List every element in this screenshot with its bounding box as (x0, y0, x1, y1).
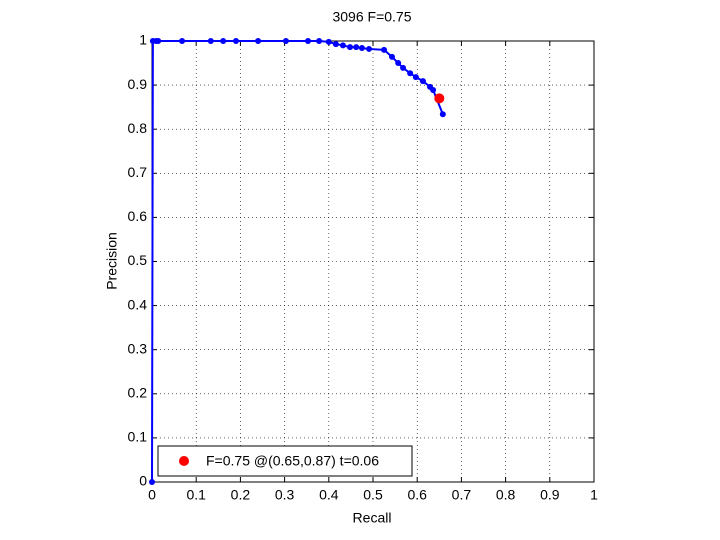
legend-marker (179, 456, 189, 466)
curve-point (325, 38, 332, 45)
curve-point (179, 38, 186, 44)
y-tick-label: 0.3 (128, 340, 148, 356)
best-f-point (434, 93, 445, 104)
curve-point (407, 70, 414, 77)
curve-point (149, 479, 155, 485)
curve-point (353, 44, 360, 51)
curve-point (389, 53, 396, 60)
x-axis-label: Recall (353, 510, 392, 526)
y-tick-label: 0.5 (128, 252, 148, 268)
x-tick-label: 0.2 (231, 487, 251, 503)
x-tick-label: 0.1 (186, 487, 206, 503)
curve-point (155, 38, 162, 44)
y-tick-label: 0.2 (128, 385, 148, 401)
y-tick-label: 0.6 (128, 208, 148, 224)
y-tick-label: 0.1 (128, 429, 148, 445)
x-tick-label: 0.9 (540, 487, 560, 503)
x-tick-label: 0.8 (496, 487, 516, 503)
legend-label: F=0.75 @(0.65,0.87) t=0.06 (206, 453, 379, 469)
curve-point (332, 41, 339, 48)
x-tick-label: 0.4 (319, 487, 339, 503)
curve-point (305, 38, 312, 44)
y-tick-label: 1 (139, 32, 147, 48)
y-tick-label: 0.4 (128, 296, 148, 312)
y-tick-label: 0.7 (128, 164, 148, 180)
curve-point (381, 46, 388, 53)
curve-point (255, 38, 262, 44)
curve-point (400, 64, 407, 71)
x-tick-label: 0.6 (407, 487, 427, 503)
y-tick-label: 0.8 (128, 120, 148, 136)
curve-point (339, 42, 346, 49)
x-tick-label: 0 (148, 487, 156, 503)
curve-point (419, 78, 426, 85)
curve-point (316, 38, 323, 44)
x-tick-label: 0.3 (275, 487, 295, 503)
curve-point (207, 38, 214, 44)
legend-box (157, 445, 413, 477)
curve-point (412, 74, 419, 81)
y-tick-label: 0 (139, 473, 147, 489)
x-tick-label: 1 (590, 487, 598, 503)
curve-point (395, 60, 402, 67)
chart-title: 3096 F=0.75 (332, 9, 411, 25)
curve-point (358, 45, 365, 52)
curve-point (347, 44, 354, 51)
x-tick-label: 0.7 (452, 487, 472, 503)
y-axis-label: Precision (104, 232, 120, 290)
curve-point (366, 45, 373, 52)
curve-point (232, 38, 239, 44)
curve-point (430, 86, 437, 93)
curve-point (439, 111, 446, 118)
y-tick-label: 0.9 (128, 76, 148, 92)
x-tick-label: 0.5 (363, 487, 383, 503)
curve-point (220, 38, 227, 44)
curve-point (282, 38, 289, 44)
